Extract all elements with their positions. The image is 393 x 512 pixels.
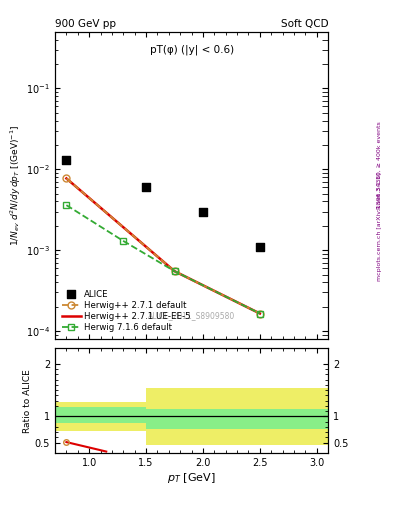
Herwig++ 2.7.1 UE-EE-5 [64, 175, 69, 181]
Line: Herwig++ 2.7.1 default: Herwig++ 2.7.1 default [63, 175, 263, 317]
Bar [203, 409, 328, 429]
Line: Herwig++ 2.7.1 UE-EE-5: Herwig++ 2.7.1 UE-EE-5 [66, 178, 260, 313]
Herwig++ 2.7.1 default [257, 310, 262, 316]
Herwig++ 2.7.1 UE-EE-5 [257, 310, 262, 316]
Bar [55, 408, 146, 423]
Text: pT(φ) (|y| < 0.6): pT(φ) (|y| < 0.6) [149, 44, 234, 55]
Bar [146, 388, 203, 445]
Herwig 7.1.6 default [121, 238, 126, 244]
Y-axis label: Ratio to ALICE: Ratio to ALICE [23, 369, 32, 433]
Herwig 7.1.6 default [64, 202, 69, 208]
Text: mcplots.cern.ch [arXiv:1306.3436]: mcplots.cern.ch [arXiv:1306.3436] [377, 172, 382, 281]
Bar [203, 388, 328, 445]
Text: Soft QCD: Soft QCD [281, 19, 328, 29]
Bar [55, 402, 146, 431]
ALICE [200, 207, 206, 216]
ALICE [257, 243, 263, 251]
Herwig++ 2.7.1 default [172, 268, 177, 274]
Text: Rivet 3.1.10, ≥ 400k events: Rivet 3.1.10, ≥ 400k events [377, 121, 382, 209]
Text: 900 GeV pp: 900 GeV pp [55, 19, 116, 29]
ALICE [143, 183, 149, 191]
Herwig++ 2.7.1 default [64, 175, 69, 181]
Y-axis label: $1/N_{ev}$ $d^2N/dy\,dp_T$ [(GeV)$^{-1}$]: $1/N_{ev}$ $d^2N/dy\,dp_T$ [(GeV)$^{-1}$… [9, 125, 23, 246]
Text: ALICE_2011_S8909580: ALICE_2011_S8909580 [148, 311, 235, 321]
X-axis label: $p_T$ [GeV]: $p_T$ [GeV] [167, 471, 216, 485]
Herwig++ 2.7.1 UE-EE-5 [172, 268, 177, 274]
Legend: ALICE, Herwig++ 2.7.1 default, Herwig++ 2.7.1 UE-EE-5, Herwig 7.1.6 default: ALICE, Herwig++ 2.7.1 default, Herwig++ … [59, 287, 193, 335]
Line: Herwig 7.1.6 default: Herwig 7.1.6 default [63, 202, 263, 317]
Bar [146, 409, 203, 429]
Herwig 7.1.6 default [172, 268, 177, 274]
ALICE [63, 156, 70, 164]
Herwig 7.1.6 default [257, 310, 262, 316]
